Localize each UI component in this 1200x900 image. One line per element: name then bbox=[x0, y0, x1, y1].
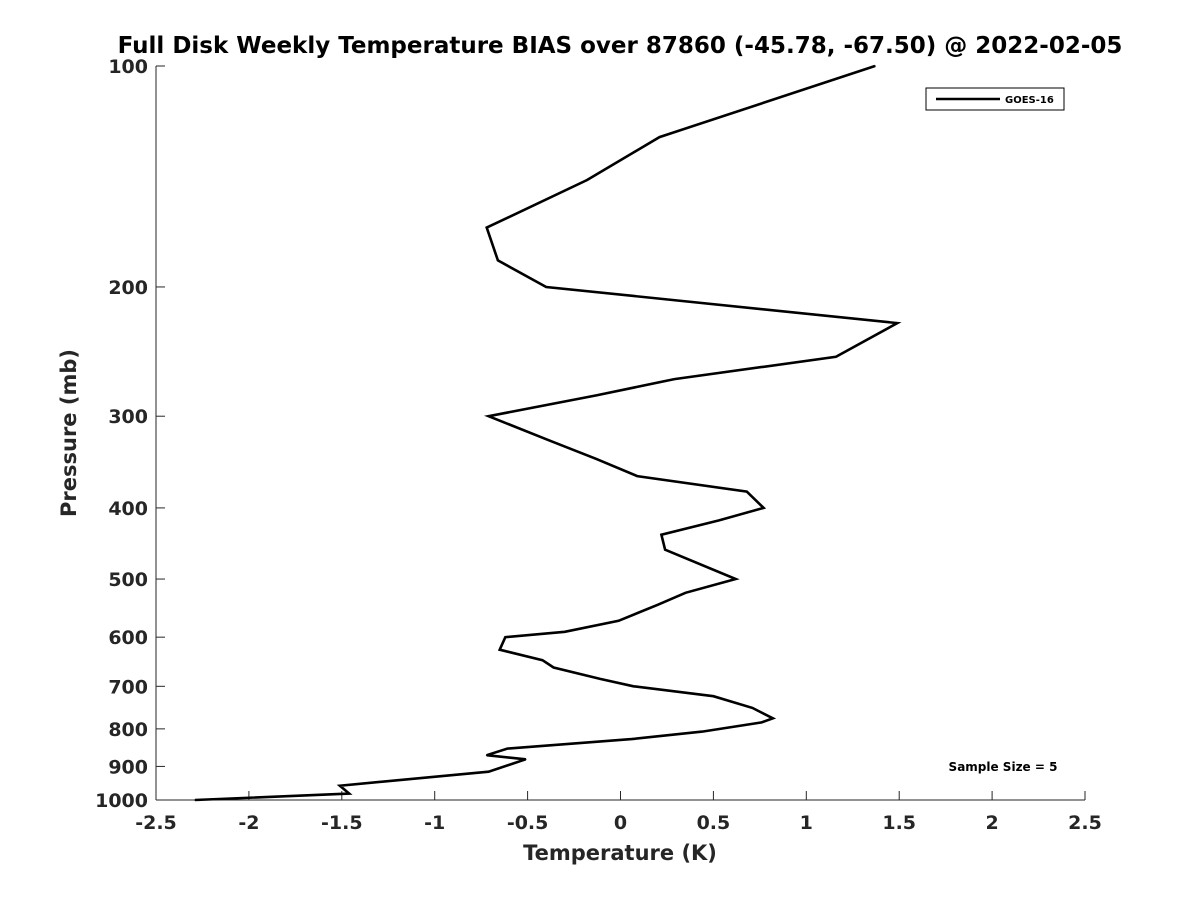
data-point bbox=[664, 548, 666, 551]
sample-size-annotation: Sample Size = 5 bbox=[949, 760, 1058, 774]
data-point bbox=[504, 636, 507, 638]
data-point bbox=[348, 792, 351, 795]
y-tick-label: 300 bbox=[108, 406, 148, 428]
data-point bbox=[656, 604, 659, 606]
y-axis-label: Pressure (mb) bbox=[57, 349, 81, 517]
data-point bbox=[712, 695, 715, 697]
data-point bbox=[595, 458, 598, 460]
data-point bbox=[746, 490, 748, 493]
data-point bbox=[630, 738, 633, 740]
x-tick-label: 0 bbox=[614, 812, 627, 834]
data-point bbox=[701, 730, 704, 733]
series-line-goes-16 bbox=[194, 64, 902, 802]
data-point bbox=[632, 685, 635, 688]
data-point bbox=[545, 286, 547, 288]
data-point bbox=[524, 758, 527, 761]
y-tick-label: 600 bbox=[108, 627, 148, 649]
data-point bbox=[751, 707, 754, 709]
data-point bbox=[772, 717, 774, 720]
data-point bbox=[617, 620, 620, 622]
data-point bbox=[684, 592, 687, 594]
series-points bbox=[194, 65, 899, 801]
data-point bbox=[339, 784, 341, 787]
x-tick-label: -1.5 bbox=[321, 812, 363, 834]
legend-entry-goes-16: GOES-16 bbox=[1005, 95, 1054, 106]
y-tick-label: 200 bbox=[108, 277, 148, 299]
data-point bbox=[586, 179, 588, 181]
data-point bbox=[595, 394, 598, 397]
data-point bbox=[564, 631, 566, 633]
x-tick-label: 2.5 bbox=[1068, 812, 1102, 834]
x-tick-label: 1 bbox=[800, 812, 813, 834]
data-point bbox=[734, 578, 737, 580]
data-point bbox=[760, 721, 763, 724]
data-point bbox=[896, 322, 899, 324]
x-axis-label: Temperature (K) bbox=[523, 841, 717, 865]
data-point bbox=[498, 648, 501, 651]
x-tick-label: -2 bbox=[238, 812, 259, 834]
data-point bbox=[835, 356, 837, 358]
data-point bbox=[487, 770, 490, 773]
data-point bbox=[673, 378, 676, 380]
data-point bbox=[660, 533, 663, 536]
x-tick-label: 0.5 bbox=[697, 812, 731, 834]
y-axis-ticks: 100 200 300 400 500 600 700 800 900 1000 bbox=[95, 56, 165, 812]
data-point bbox=[194, 799, 196, 801]
data-point bbox=[658, 136, 661, 138]
data-point bbox=[599, 678, 601, 680]
y-tick-label: 900 bbox=[108, 756, 148, 778]
data-point bbox=[487, 415, 490, 418]
x-tick-label: -0.5 bbox=[507, 812, 549, 834]
data-point bbox=[874, 65, 876, 67]
x-tick-label: -2.5 bbox=[135, 812, 177, 834]
x-tick-label: 2 bbox=[985, 812, 998, 834]
data-point bbox=[718, 519, 720, 522]
data-point bbox=[497, 259, 499, 262]
y-tick-label: 500 bbox=[108, 569, 148, 591]
data-point bbox=[541, 659, 544, 661]
y-tick-label: 700 bbox=[108, 676, 148, 698]
data-point bbox=[485, 754, 488, 756]
y-tick-label: 1000 bbox=[95, 790, 148, 812]
data-point bbox=[636, 475, 638, 477]
data-point bbox=[549, 439, 551, 442]
x-tick-label: -1 bbox=[424, 812, 445, 834]
data-point bbox=[506, 747, 509, 750]
data-point bbox=[552, 666, 555, 669]
data-point bbox=[762, 507, 765, 509]
y-tick-label: 800 bbox=[108, 719, 148, 741]
y-tick-label: 400 bbox=[108, 498, 148, 520]
x-tick-label: 1.5 bbox=[882, 812, 916, 834]
y-tick-label: 100 bbox=[108, 56, 148, 78]
data-point bbox=[485, 226, 488, 229]
chart-title: Full Disk Weekly Temperature BIAS over 8… bbox=[118, 33, 1123, 59]
x-axis-ticks: -2.5 -2 -1.5 -1 -0.5 0 0.5 1 1.5 2 2.5 bbox=[135, 791, 1102, 834]
legend: GOES-16 bbox=[925, 87, 1065, 111]
